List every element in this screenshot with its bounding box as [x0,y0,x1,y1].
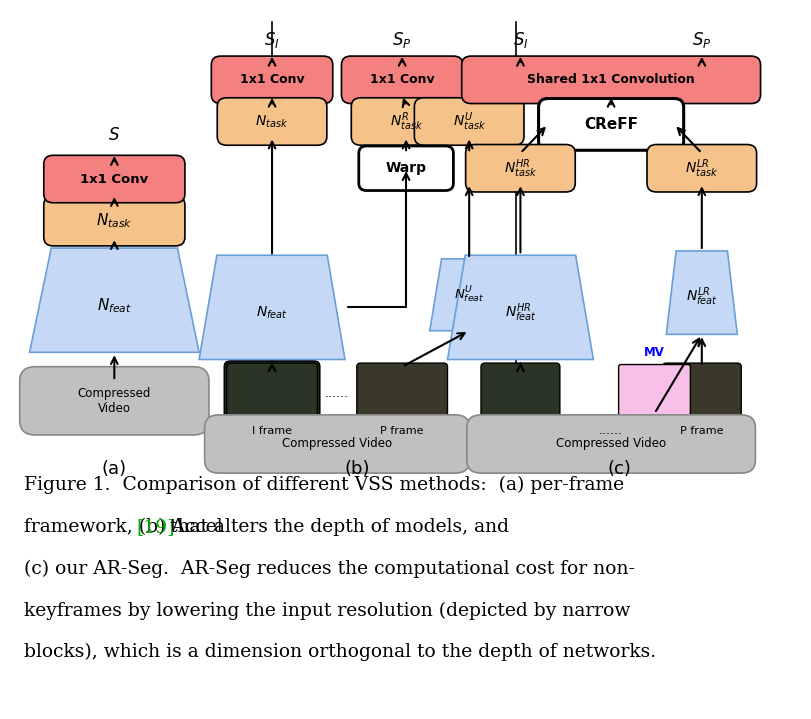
Text: $N_{feat}^{HR}$: $N_{feat}^{HR}$ [504,301,536,324]
Polygon shape [430,259,508,331]
Text: (a): (a) [101,460,127,478]
FancyBboxPatch shape [212,56,333,104]
FancyBboxPatch shape [204,415,470,473]
Text: 1x1 Conv: 1x1 Conv [80,173,148,186]
FancyBboxPatch shape [351,98,461,145]
Text: CReFF: CReFF [584,117,638,132]
Text: 1x1 Conv: 1x1 Conv [240,73,304,86]
Text: $N_{feat}$: $N_{feat}$ [256,304,288,321]
FancyBboxPatch shape [357,363,448,424]
Text: I frame: I frame [252,426,292,436]
FancyBboxPatch shape [341,56,463,104]
Text: $S_I$: $S_I$ [264,29,280,50]
Text: (c) our AR-Seg.  AR-Seg reduces the computational cost for non-: (c) our AR-Seg. AR-Seg reduces the compu… [24,559,635,578]
FancyBboxPatch shape [461,56,761,104]
Text: Compressed Video: Compressed Video [556,437,666,451]
FancyBboxPatch shape [414,98,524,145]
Text: $S_I$: $S_I$ [513,29,528,50]
FancyBboxPatch shape [481,363,560,424]
FancyBboxPatch shape [19,367,209,435]
Text: $N_{task}^R$: $N_{task}^R$ [389,110,423,133]
FancyBboxPatch shape [619,365,690,416]
Text: Warp: Warp [385,161,427,175]
Text: (c): (c) [607,460,631,478]
Text: Compressed Video: Compressed Video [282,437,393,451]
FancyBboxPatch shape [227,363,317,424]
Text: Compressed
Video: Compressed Video [78,387,151,415]
Text: (b): (b) [344,460,370,478]
Text: $S$: $S$ [109,126,120,145]
Text: blocks), which is a dimension orthogonal to the depth of networks.: blocks), which is a dimension orthogonal… [24,643,656,661]
Polygon shape [200,255,345,360]
Text: ......: ...... [325,387,349,400]
Text: $N_{task}^{LR}$: $N_{task}^{LR}$ [685,157,719,180]
FancyBboxPatch shape [539,99,684,150]
Text: $S_P$: $S_P$ [692,29,711,50]
Text: P frame: P frame [380,426,424,436]
FancyBboxPatch shape [225,361,320,426]
Text: [19]: [19] [136,518,174,536]
FancyBboxPatch shape [44,155,185,203]
Text: $N_{feat}$: $N_{feat}$ [97,296,131,315]
Text: $N_{task}$: $N_{task}$ [255,114,289,129]
FancyBboxPatch shape [647,145,757,192]
Text: $N_{task}^{HR}$: $N_{task}^{HR}$ [504,157,537,180]
Text: Figure 1.  Comparison of different VSS methods:  (a) per-frame: Figure 1. Comparison of different VSS me… [24,476,624,495]
Text: that alters the depth of models, and: that alters the depth of models, and [164,518,508,536]
FancyBboxPatch shape [44,196,185,246]
FancyBboxPatch shape [358,146,453,191]
Text: MV: MV [644,347,665,360]
Text: P frame: P frame [680,426,723,436]
FancyBboxPatch shape [217,98,327,145]
Text: 1x1 Conv: 1x1 Conv [370,73,435,86]
Text: $S_P$: $S_P$ [393,29,412,50]
Polygon shape [448,255,594,360]
FancyBboxPatch shape [663,363,741,424]
FancyBboxPatch shape [467,415,755,473]
Text: ......: ...... [599,424,623,437]
Text: Shared 1x1 Convolution: Shared 1x1 Convolution [527,73,695,86]
Text: $N_{task}^U$: $N_{task}^U$ [453,110,486,133]
Text: $N_{feat}^U$: $N_{feat}^U$ [454,285,484,305]
Text: $N_{feat}^{LR}$: $N_{feat}^{LR}$ [686,285,718,308]
Text: framework, (b) Accel: framework, (b) Accel [24,518,228,536]
Text: $N_{task}$: $N_{task}$ [97,211,132,231]
Polygon shape [667,251,737,334]
FancyBboxPatch shape [466,145,575,192]
Polygon shape [29,248,200,352]
Text: keyframes by lowering the input resolution (depicted by narrow: keyframes by lowering the input resoluti… [24,601,630,620]
